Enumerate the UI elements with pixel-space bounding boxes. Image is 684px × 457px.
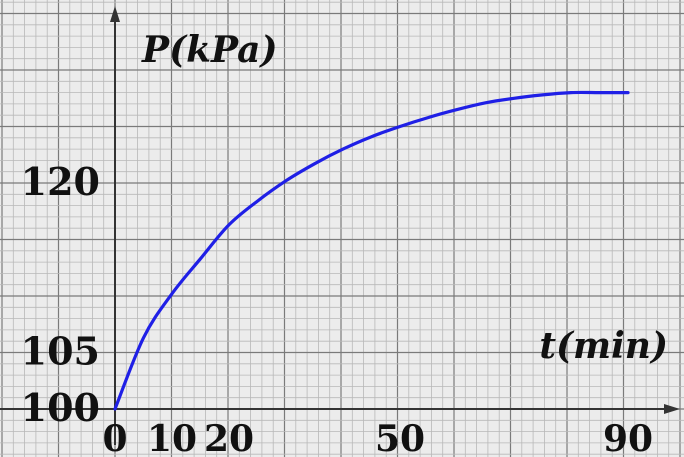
x-ticks: 0 10 20 50 90 <box>102 418 653 457</box>
x-tick-label: 50 <box>375 418 425 457</box>
x-axis-arrow <box>664 404 680 414</box>
y-tick-label: 100 <box>21 385 100 430</box>
y-tick-label: 105 <box>21 329 100 374</box>
x-tick-label: 0 <box>102 418 127 457</box>
y-tick-label: 120 <box>21 159 100 204</box>
x-tick-label: 20 <box>204 418 254 457</box>
x-axis-label: t(min) <box>539 325 668 367</box>
y-axis-label: P(kPa) <box>141 29 278 71</box>
y-ticks: 100 105 120 <box>21 159 100 430</box>
x-tick-label: 10 <box>147 418 197 457</box>
x-tick-label: 90 <box>603 418 653 457</box>
